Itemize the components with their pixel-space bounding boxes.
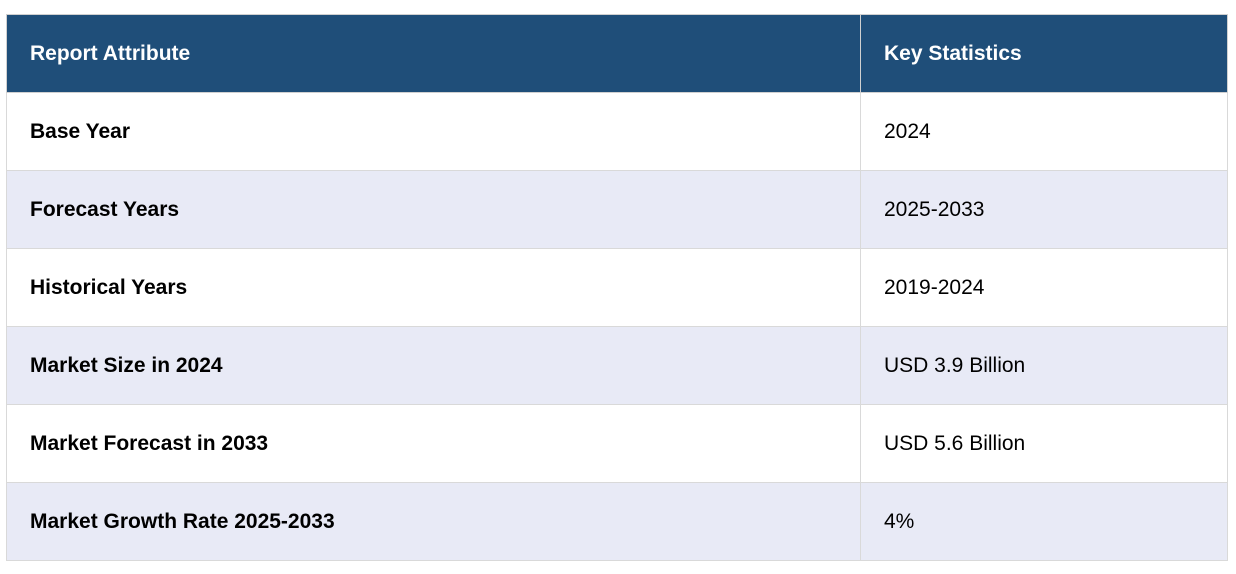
report-table-container: Report Attribute Key Statistics Base Yea…	[6, 14, 1228, 561]
header-key-statistics: Key Statistics	[860, 14, 1228, 93]
row-value-growth-rate: 4%	[860, 482, 1228, 561]
header-row: Report Attribute Key Statistics	[6, 14, 1228, 93]
table-row: Base Year 2024	[6, 92, 1228, 171]
row-value-base-year: 2024	[860, 92, 1228, 171]
table-body: Base Year 2024 Forecast Years 2025-2033 …	[6, 92, 1228, 561]
table-row: Forecast Years 2025-2033	[6, 170, 1228, 249]
row-attribute-market-size: Market Size in 2024	[6, 326, 861, 405]
table-row: Market Forecast in 2033 USD 5.6 Billion	[6, 404, 1228, 483]
row-value-forecast-years: 2025-2033	[860, 170, 1228, 249]
table-row: Market Growth Rate 2025-2033 4%	[6, 482, 1228, 561]
header-report-attribute: Report Attribute	[6, 14, 861, 93]
row-attribute-historical-years: Historical Years	[6, 248, 861, 327]
table-row: Market Size in 2024 USD 3.9 Billion	[6, 326, 1228, 405]
table-row: Historical Years 2019-2024	[6, 248, 1228, 327]
row-attribute-base-year: Base Year	[6, 92, 861, 171]
row-value-historical-years: 2019-2024	[860, 248, 1228, 327]
row-attribute-growth-rate: Market Growth Rate 2025-2033	[6, 482, 861, 561]
report-statistics-table: Report Attribute Key Statistics Base Yea…	[6, 14, 1228, 561]
table-header: Report Attribute Key Statistics	[6, 14, 1228, 93]
row-attribute-forecast-years: Forecast Years	[6, 170, 861, 249]
row-attribute-market-forecast: Market Forecast in 2033	[6, 404, 861, 483]
row-value-market-size: USD 3.9 Billion	[860, 326, 1228, 405]
row-value-market-forecast: USD 5.6 Billion	[860, 404, 1228, 483]
